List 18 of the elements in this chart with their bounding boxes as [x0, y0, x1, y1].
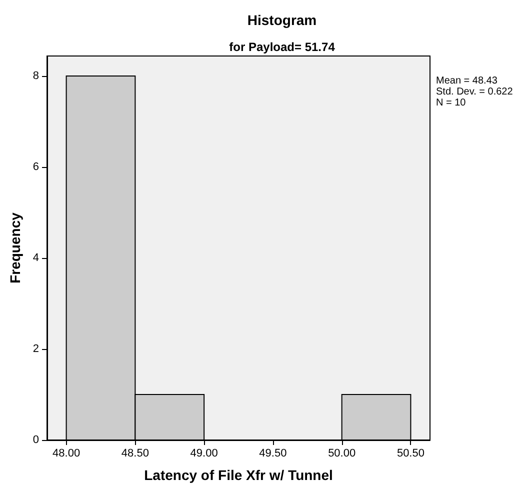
text: N = 10: [436, 98, 466, 108]
y-tick-label: 4: [32, 252, 40, 264]
x-tick-label: 50.00: [328, 448, 356, 460]
x-axis-title: Latency of File Xfr w/ Tunnel: [144, 467, 333, 483]
chart-subtitle: for Payload= 51.74: [229, 40, 336, 54]
y-tick-label: 2: [32, 343, 40, 356]
chart-title: Histogram: [247, 12, 317, 28]
x-tick-label: 48.50: [121, 448, 149, 460]
y-tick-label: 6: [32, 161, 40, 174]
y-tick-label: 0: [32, 434, 40, 446]
x-tick-label: 50.50: [396, 448, 424, 460]
text: Std. Dev. = 0.622: [436, 86, 514, 98]
x-tick-label: 49.50: [259, 448, 287, 460]
y-axis-title: Frequency: [7, 212, 23, 284]
text: Mean = 48.43: [436, 76, 498, 86]
y-tick-label: 8: [32, 70, 40, 82]
x-tick-label: 49.00: [190, 448, 218, 460]
x-tick-label: 48.00: [52, 448, 80, 460]
